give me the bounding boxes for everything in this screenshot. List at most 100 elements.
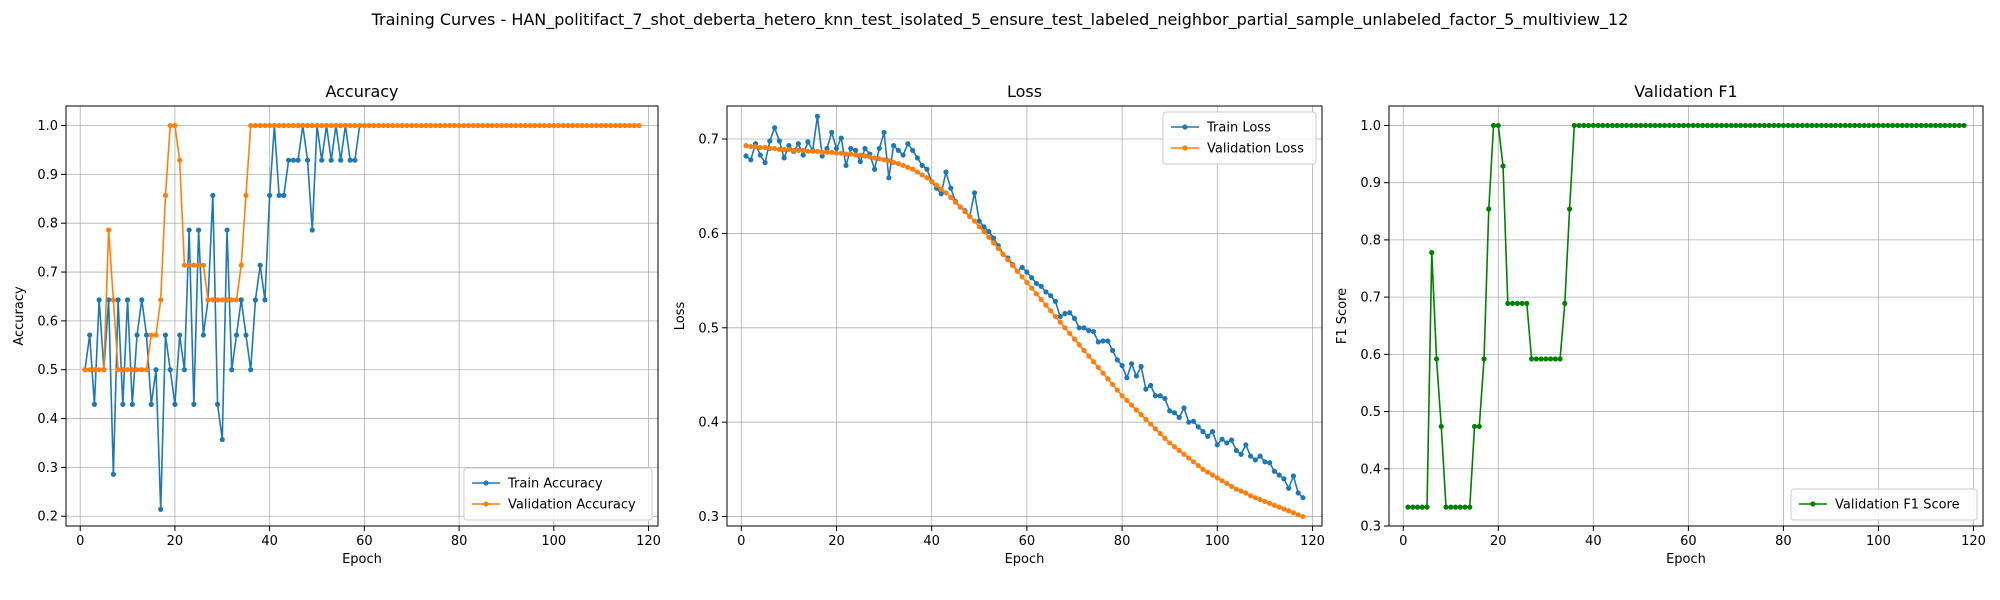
loss-data-point (1162, 435, 1168, 441)
loss-data-point (881, 157, 887, 163)
loss-data-point (743, 153, 749, 159)
validation-f1-data-point (1752, 122, 1758, 129)
loss-data-point (924, 175, 930, 181)
loss-data-point (1233, 486, 1239, 492)
validation-f1-data-point (1795, 122, 1801, 129)
accuracy-data-point (106, 227, 112, 233)
accuracy-data-point (300, 122, 306, 129)
accuracy-data-point (243, 332, 249, 338)
accuracy-data-point (532, 122, 538, 129)
accuracy-data-point (172, 122, 178, 129)
validation-f1-data-point (1495, 122, 1501, 129)
validation-f1-data-point (1818, 122, 1825, 129)
loss-data-point (1148, 382, 1154, 388)
loss-data-point (1057, 319, 1063, 325)
loss-data-point (1300, 513, 1306, 520)
accuracy-data-point (134, 332, 140, 338)
accuracy-data-point (200, 262, 206, 268)
validation-f1-data-point (1894, 122, 1901, 129)
accuracy-data-point (385, 122, 391, 129)
accuracy-data-point (608, 122, 614, 129)
loss-data-point (1129, 361, 1135, 367)
loss-data-point (976, 224, 982, 230)
accuracy-x-tick-label: 40 (261, 534, 278, 549)
validation-f1-y-axis-label: F1 Score (1335, 288, 1350, 344)
loss-data-point (1081, 347, 1087, 354)
loss-y-tick-label: 0.7 (698, 133, 719, 148)
loss-x-tick-label: 120 (1300, 534, 1325, 549)
accuracy-data-point (167, 367, 173, 373)
accuracy-data-point (518, 122, 524, 129)
accuracy-x-axis-label: Epoch (342, 552, 382, 567)
loss-data-point (1086, 328, 1092, 334)
loss-data-point (1186, 455, 1192, 461)
accuracy-data-point (252, 297, 259, 303)
accuracy-data-point (494, 122, 500, 129)
accuracy-data-point (484, 122, 491, 129)
accuracy-data-point (347, 122, 353, 129)
validation-f1-data-point (1538, 356, 1544, 362)
loss-data-point (852, 147, 859, 153)
loss-data-point (1033, 280, 1039, 287)
accuracy-data-point (295, 122, 301, 129)
loss-data-point (1257, 453, 1263, 459)
validation-f1-data-point (1543, 356, 1549, 362)
loss-data-point (843, 151, 849, 157)
accuracy-data-point (129, 401, 135, 407)
loss-data-point (829, 129, 835, 136)
validation-f1-data-point (1410, 504, 1416, 510)
validation-f1-data-point (1600, 122, 1606, 129)
accuracy-data-point (503, 122, 510, 129)
accuracy-legend-swatch-marker (483, 501, 489, 507)
validation-f1-data-point (1429, 249, 1435, 256)
accuracy-data-point (134, 367, 140, 373)
accuracy-x-tick-label: 20 (167, 534, 184, 549)
loss-data-point (838, 150, 844, 156)
loss-data-point (910, 147, 916, 153)
loss-data-point (843, 162, 849, 169)
loss-data-point (848, 151, 854, 157)
validation-f1-data-point (1490, 122, 1497, 129)
accuracy-data-point (219, 297, 225, 303)
accuracy-data-point (541, 122, 547, 129)
validation-f1-data-point (1761, 122, 1768, 129)
accuracy-data-point (622, 122, 628, 129)
loss-data-point (1252, 457, 1258, 463)
loss-data-point (867, 154, 873, 160)
loss-data-point (743, 143, 749, 149)
loss-data-point (905, 164, 911, 170)
accuracy-y-tick-label: 0.7 (37, 266, 58, 281)
validation-f1-data-point (1909, 122, 1915, 129)
accuracy-data-point (229, 367, 235, 373)
loss-data-point (748, 157, 754, 163)
loss-data-point (833, 150, 840, 156)
loss-data-point (772, 125, 778, 131)
accuracy-x-tick-label: 0 (76, 534, 84, 549)
loss-data-point (929, 178, 935, 185)
accuracy-data-point (233, 297, 240, 303)
accuracy-data-point (612, 122, 618, 129)
accuracy-data-point (574, 122, 581, 129)
validation-f1-data-point (1766, 122, 1772, 129)
accuracy-data-point (243, 192, 249, 198)
loss-data-point (990, 240, 997, 246)
validation-f1-data-point (1828, 122, 1834, 129)
loss-data-point (895, 160, 901, 167)
accuracy-data-point (527, 122, 533, 129)
loss-data-point (948, 185, 954, 191)
validation-f1-data-point (1738, 122, 1744, 129)
accuracy-data-point (508, 122, 514, 129)
loss-data-point (1243, 442, 1249, 448)
loss-data-point (1076, 325, 1082, 331)
loss-data-point (1067, 310, 1073, 316)
validation-f1-data-point (1852, 122, 1858, 129)
validation-f1-data-point (1937, 122, 1943, 129)
loss-data-point (1290, 473, 1297, 479)
loss-data-point (967, 213, 973, 220)
validation-f1-x-tick-label: 0 (1399, 534, 1407, 549)
loss-data-point (1043, 302, 1049, 308)
accuracy-data-point (257, 262, 263, 268)
loss-data-point (1186, 419, 1192, 425)
validation-f1-data-point (1928, 122, 1934, 129)
validation-f1-data-point (1628, 122, 1634, 129)
